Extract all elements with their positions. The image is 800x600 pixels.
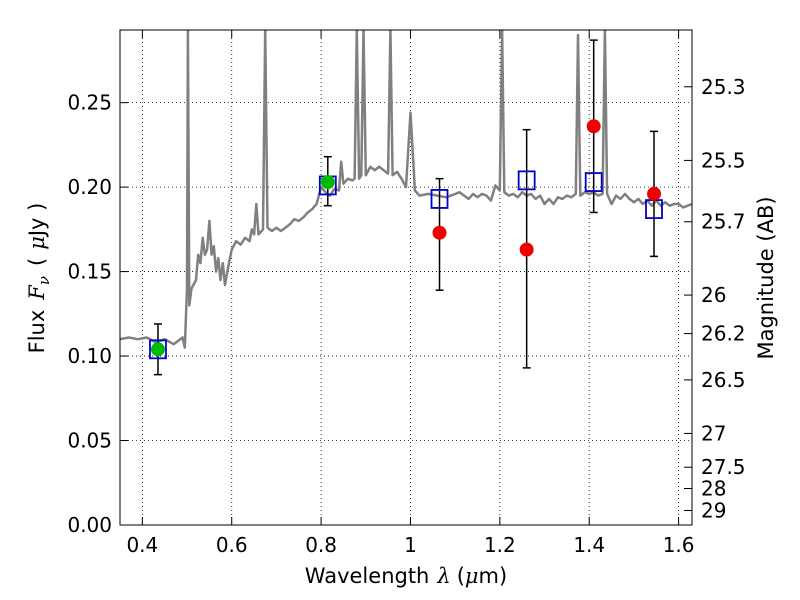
y2-tick-label: 28 — [701, 477, 726, 501]
red-point — [647, 186, 662, 201]
plot-frame — [119, 29, 693, 526]
y2-tick-label: 25.7 — [701, 210, 746, 234]
x-tick-label: 0.4 — [126, 533, 158, 557]
y-label-prefix: Flux — [25, 310, 49, 354]
model-square — [149, 339, 167, 360]
x-tick-label: 0.8 — [305, 533, 337, 557]
y-tick-label: 0.20 — [67, 175, 112, 199]
x-tick-label: 1.2 — [484, 533, 516, 557]
y2-tick-label: 27.5 — [701, 455, 746, 479]
y2-tick-label: 26.2 — [701, 322, 746, 346]
plot-background — [120, 30, 692, 525]
x-label-prefix: Wavelength — [305, 564, 430, 588]
x-tick-label: 1.4 — [573, 533, 605, 557]
y-label-symbol: F — [25, 284, 49, 301]
y-axis-label: Flux Fν ( μJy ) — [25, 203, 53, 354]
y-label-subscript: ν — [35, 276, 53, 285]
red-point — [432, 225, 447, 240]
grid — [120, 30, 692, 525]
x-label-unit: m) — [479, 564, 508, 588]
y-label-paren-open: ( — [25, 258, 49, 266]
model-square — [584, 172, 603, 192]
x-ticks: 0.4 0.6 0.8 1 1.2 1.4 1.6 — [126, 30, 695, 557]
y-ticks: 0.00 0.05 0.10 0.15 0.20 0.25 — [67, 91, 128, 537]
spectrum-line — [120, 30, 692, 349]
x-tick-label: 1.6 — [663, 533, 695, 557]
x-axis-label: Wavelength λ (μm) — [305, 564, 507, 588]
y-tick-label: 0.00 — [67, 513, 112, 537]
x-tick-label: 1 — [404, 533, 417, 557]
y-tick-label: 0.25 — [67, 91, 112, 115]
y2-tick-label: 26.5 — [701, 368, 746, 392]
y-tick-label: 0.15 — [67, 260, 112, 284]
x-label-mu: μ — [465, 564, 479, 588]
y-tick-label: 0.10 — [67, 344, 112, 368]
y2-tick-label: 25.3 — [701, 75, 746, 99]
green-point — [320, 175, 335, 190]
model-square — [517, 170, 536, 191]
x-label-paren-open: ( — [457, 564, 465, 588]
y-label-unit: Jy ) — [25, 203, 49, 239]
red-point — [586, 119, 601, 134]
y2-tick-label: 25.5 — [701, 148, 746, 172]
y2-tick-label: 27 — [701, 421, 726, 445]
model-square — [430, 189, 449, 209]
y2-tick-label: 29 — [701, 498, 726, 522]
x-tick-label: 0.6 — [216, 533, 248, 557]
spectrum-layer — [120, 30, 692, 349]
y2-axis-label: Magnitude (AB) — [754, 196, 778, 359]
y2-tick-label: 26 — [701, 283, 726, 307]
y-tick-label: 0.05 — [67, 429, 112, 453]
green-point — [150, 342, 165, 357]
marker-layer — [149, 119, 663, 360]
x-label-symbol: λ — [436, 564, 450, 588]
red-point — [519, 242, 534, 257]
y-label-mu: μ — [25, 236, 49, 250]
